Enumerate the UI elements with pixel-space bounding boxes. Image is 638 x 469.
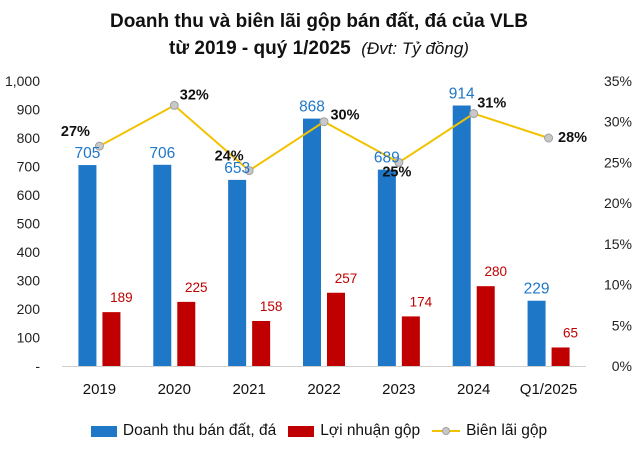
data-label-revenue: 706 bbox=[149, 145, 175, 162]
legend-line-margin bbox=[432, 425, 461, 437]
legend-label-margin: Biên lãi gộp bbox=[466, 422, 548, 439]
data-label-margin: 28% bbox=[558, 130, 587, 146]
data-label-profit: 257 bbox=[335, 271, 358, 286]
x-tick-label: Q1/2025 bbox=[520, 381, 578, 398]
y-left-tick-label: 900 bbox=[17, 102, 41, 118]
bar-revenue bbox=[377, 169, 396, 366]
data-label-revenue: 705 bbox=[74, 145, 100, 162]
y-left-tick-label: 700 bbox=[17, 159, 41, 175]
y-left-tick-label: 300 bbox=[17, 273, 41, 289]
y-right-tick-label: 5% bbox=[612, 317, 632, 333]
y-right-tick-label: 20% bbox=[604, 195, 632, 211]
legend-item-revenue: Doanh thu bán đất, đá bbox=[90, 422, 277, 440]
y-left-tick-label: 500 bbox=[17, 216, 41, 232]
y-left-tick-label: 400 bbox=[17, 244, 41, 260]
bar-profit bbox=[252, 320, 271, 366]
y-right-tick-label: 0% bbox=[612, 358, 632, 374]
data-label-margin: 27% bbox=[61, 124, 90, 140]
y-right-tick-label: 35% bbox=[604, 73, 632, 89]
x-tick-label: 2024 bbox=[457, 381, 490, 398]
point-margin bbox=[544, 133, 554, 143]
bar-profit bbox=[327, 292, 345, 366]
point-margin bbox=[469, 109, 479, 119]
bar-revenue bbox=[452, 105, 471, 366]
data-label-revenue: 689 bbox=[374, 150, 400, 167]
y-left-tick-label: 800 bbox=[17, 130, 41, 146]
bar-profit bbox=[401, 316, 420, 366]
data-label-profit: 158 bbox=[260, 299, 283, 314]
point-margin bbox=[94, 141, 104, 151]
bar-revenue bbox=[527, 300, 546, 366]
bar-revenue bbox=[78, 165, 97, 366]
data-label-profit: 225 bbox=[185, 280, 208, 295]
x-tick-label: 2022 bbox=[307, 381, 340, 398]
y-right-tick-label: 25% bbox=[604, 154, 632, 170]
title-line-2: từ 2019 - quý 1/2025 (Đvt: Tỷ đồng) bbox=[0, 37, 638, 61]
bar-profit bbox=[551, 347, 570, 366]
y-right-tick-label: 30% bbox=[604, 114, 632, 130]
legend: Doanh thu bán đất, đá Lợi nhuận gộp Biên… bbox=[0, 422, 638, 440]
y-left-tick-label: 600 bbox=[17, 187, 41, 203]
legend-item-margin: Biên lãi gộp bbox=[432, 422, 547, 440]
x-tick-label: 2023 bbox=[382, 381, 415, 398]
point-margin bbox=[319, 117, 329, 127]
x-tick-label: 2020 bbox=[158, 381, 191, 398]
point-margin bbox=[169, 100, 179, 110]
data-label-revenue: 914 bbox=[449, 86, 475, 103]
legend-swatch-revenue bbox=[90, 425, 117, 437]
legend-label-revenue: Doanh thu bán đất, đá bbox=[122, 422, 277, 439]
data-label-profit: 65 bbox=[563, 325, 578, 340]
legend-item-profit: Lợi nhuận gộp bbox=[288, 422, 420, 440]
data-label-revenue: 868 bbox=[299, 99, 325, 116]
bar-revenue bbox=[303, 118, 321, 367]
data-label-margin: 24% bbox=[215, 149, 244, 165]
y-left-tick-label: 200 bbox=[17, 301, 41, 317]
data-label-margin: 30% bbox=[330, 108, 359, 124]
y-right-tick-label: 10% bbox=[604, 277, 632, 293]
bar-revenue bbox=[228, 179, 247, 366]
legend-swatch-profit bbox=[288, 425, 315, 437]
legend-label-profit: Lợi nhuận gộp bbox=[320, 422, 421, 439]
data-label-margin: 31% bbox=[477, 96, 506, 112]
data-label-profit: 189 bbox=[110, 290, 133, 305]
data-label-margin: 25% bbox=[382, 164, 411, 180]
x-tick-label: 2019 bbox=[83, 381, 116, 398]
bar-revenue bbox=[153, 164, 172, 366]
y-right-tick-label: 15% bbox=[604, 236, 632, 252]
y-left-tick-label: 100 bbox=[17, 330, 41, 346]
point-margin bbox=[394, 157, 404, 167]
data-label-revenue: 229 bbox=[524, 281, 550, 298]
data-label-profit: 280 bbox=[484, 264, 507, 279]
title-unit: (Đvt: Tỷ đồng) bbox=[361, 39, 469, 58]
data-label-margin: 32% bbox=[180, 87, 209, 103]
data-label-revenue: 653 bbox=[224, 160, 250, 177]
point-margin bbox=[244, 166, 254, 176]
bar-profit bbox=[177, 301, 196, 366]
y-left-tick-label: - bbox=[35, 358, 40, 374]
y-left-tick-label: 1,000 bbox=[5, 73, 40, 89]
title-line-1: Doanh thu và biên lãi gộp bán đất, đá củ… bbox=[109, 11, 529, 32]
bar-profit bbox=[476, 286, 495, 366]
data-label-profit: 174 bbox=[410, 294, 433, 309]
x-tick-label: 2021 bbox=[232, 381, 265, 398]
title-years: từ 2019 - quý 1/2025 bbox=[169, 38, 351, 59]
bar-profit bbox=[102, 312, 121, 366]
